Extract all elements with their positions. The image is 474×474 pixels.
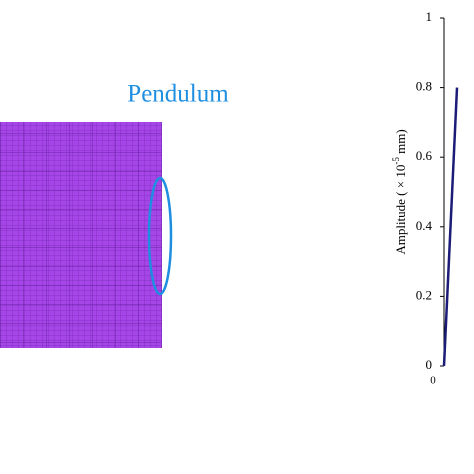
y-label-unit: mm) xyxy=(393,129,408,157)
series-line xyxy=(442,87,459,367)
y-tick-label: 0.8 xyxy=(416,79,432,94)
y-tick-label: 0.4 xyxy=(416,218,433,233)
y-label-text: Amplitude ( × 10 xyxy=(393,165,408,255)
y-tick-label: 0 xyxy=(426,357,433,372)
y-label-exponent: -5 xyxy=(391,157,401,165)
x-tick-label: 0 xyxy=(430,375,436,387)
annotation: Pendulum xyxy=(127,81,229,108)
y-tick-label: 1 xyxy=(426,9,433,24)
pendulum-mesh-detail xyxy=(0,122,162,348)
y-tick-label: 0.6 xyxy=(416,148,433,163)
y-axis-label: Amplitude ( × 10-5 mm) xyxy=(391,129,408,254)
pendulum-highlight xyxy=(147,176,173,296)
y-tick-label: 0.2 xyxy=(416,287,432,302)
